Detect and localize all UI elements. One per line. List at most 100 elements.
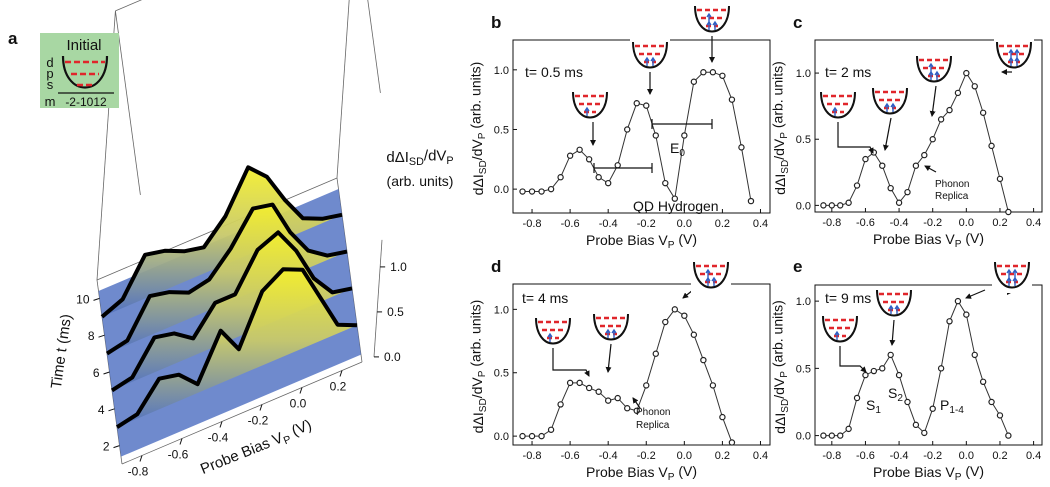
data-point — [643, 382, 650, 389]
electron — [1008, 48, 1014, 58]
data-point — [585, 384, 593, 392]
t-tick — [108, 408, 115, 412]
t-tick — [113, 445, 120, 449]
pointer — [965, 289, 986, 299]
data-point — [557, 174, 564, 181]
data-point — [719, 413, 726, 421]
data-point — [652, 350, 659, 357]
text-segment: P — [477, 370, 488, 377]
x-tick-label: -0.4 — [599, 218, 618, 230]
data-point — [519, 188, 526, 195]
electron — [1006, 268, 1012, 278]
text-segment: Probe Bias V — [586, 464, 668, 480]
x-tick-label: -0.2 — [248, 414, 269, 428]
z-axis-label: dΔISD/dVP — [386, 148, 453, 169]
x-tick-label: -0.2 — [923, 450, 942, 462]
text-segment: Phonon — [935, 179, 969, 190]
data-point — [946, 318, 953, 325]
text-segment: (arb. units) — [770, 61, 786, 132]
well-shape — [876, 289, 912, 317]
data-point — [988, 398, 995, 406]
x-tick-label: 0.4 — [753, 450, 768, 462]
well-shape — [572, 91, 608, 119]
y-tick-label: 0.0 — [796, 431, 811, 443]
text-segment: dΔI — [772, 174, 788, 195]
x-tick — [259, 404, 263, 411]
data-point — [604, 179, 612, 187]
text-segment: 1 — [875, 405, 881, 416]
x-tick-label: -0.2 — [637, 450, 656, 462]
data-point — [971, 83, 978, 90]
data-point — [681, 132, 688, 139]
text-segment: /dV — [469, 377, 485, 399]
data-point — [528, 188, 536, 195]
text-segment: Probe Bias V — [873, 464, 955, 480]
data-point — [528, 432, 536, 440]
data-point — [921, 429, 928, 437]
data-point — [643, 102, 650, 109]
text-segment: t= 0.5 ms — [525, 64, 583, 80]
x-tick-label: 0.0 — [677, 218, 692, 230]
y-tick-label: 1.0 — [796, 68, 811, 80]
well-icon — [533, 315, 573, 349]
annotation: S1 — [866, 397, 881, 416]
data-point — [709, 69, 717, 76]
x-tick-label: -0.2 — [637, 218, 656, 230]
data-point — [595, 388, 602, 395]
text-segment: /dV — [771, 377, 787, 399]
data-point — [557, 401, 564, 408]
electron — [928, 62, 934, 72]
electron — [712, 20, 718, 30]
x-tick-label: 0.4 — [753, 218, 768, 230]
text-segment: dΔI — [772, 413, 788, 434]
text-segment: E — [670, 140, 679, 156]
data-point — [614, 162, 621, 169]
y-axis-label: dΔISD/dVP (arb. units) — [468, 300, 489, 434]
text-segment: (arb. units) — [468, 62, 484, 133]
m-values: -2-1012 — [65, 95, 107, 109]
well-shape — [996, 41, 1032, 69]
trace-line — [115, 267, 358, 429]
data-point — [519, 432, 526, 440]
data-point — [633, 100, 640, 107]
panel-label: a — [8, 29, 18, 48]
annotation: P1-4 — [940, 397, 964, 416]
data-point — [862, 155, 869, 163]
data-point — [845, 425, 852, 433]
data-point — [719, 72, 726, 79]
x-tick-label: -0.6 — [856, 217, 875, 229]
x-tick-label: -0.8 — [822, 217, 841, 229]
data-point — [887, 184, 894, 192]
text-segment: P — [446, 155, 453, 167]
data-point — [845, 199, 852, 206]
pointer — [882, 117, 892, 151]
data-point — [652, 132, 659, 139]
text-segment: P — [282, 433, 293, 447]
y-tick-label: 0.0 — [494, 184, 509, 196]
data-point — [895, 371, 903, 379]
data-point — [690, 78, 698, 85]
x-tick-label: -0.8 — [523, 218, 542, 230]
data-point — [853, 182, 861, 189]
electron — [1012, 268, 1018, 278]
data-point — [887, 351, 894, 359]
text-segment: Replica — [935, 191, 969, 202]
z-axis-label: (arb. units) — [387, 173, 454, 189]
text-segment: Replica — [636, 420, 670, 431]
m-label: m — [45, 94, 56, 109]
text-segment: (arb. units) — [468, 300, 484, 371]
data-point — [862, 371, 869, 379]
t-tick-label: 6 — [93, 366, 100, 380]
y-axis-label: dΔISD/dVP (arb. units) — [770, 300, 791, 434]
well-icon — [994, 39, 1034, 73]
panel-label: e — [793, 257, 802, 276]
x-tick — [299, 387, 303, 394]
data-point — [576, 146, 583, 153]
text-segment: SD — [409, 156, 424, 168]
data-point — [879, 365, 886, 372]
text-segment: P — [955, 239, 962, 250]
well-shape — [593, 313, 629, 341]
well-icon — [914, 53, 954, 87]
